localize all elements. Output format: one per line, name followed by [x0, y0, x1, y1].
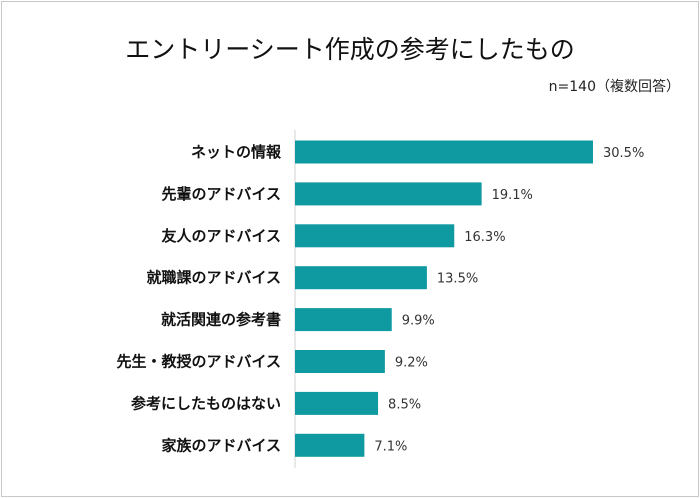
value-label: 19.1% [492, 188, 533, 203]
bar [295, 391, 379, 415]
category-label: 友人のアドバイス [161, 227, 281, 245]
value-label: 16.3% [464, 230, 505, 245]
category-label: 参考にしたものはない [131, 394, 281, 412]
value-label: 9.2% [395, 356, 428, 371]
category-label: ネットの情報 [191, 143, 282, 161]
value-label: 9.9% [402, 314, 435, 329]
category-label: 就活関連の参考書 [161, 311, 281, 329]
bar [295, 266, 427, 290]
value-label: 30.5% [603, 146, 644, 161]
value-label: 7.1% [374, 439, 407, 454]
bar [295, 350, 385, 373]
value-label: 13.5% [437, 272, 478, 287]
bar [295, 433, 365, 457]
chart-title: エントリーシート作成の参考にしたもの [125, 35, 575, 64]
category-label: 就職課のアドバイス [146, 269, 281, 287]
bar [295, 140, 593, 164]
bar [295, 224, 455, 248]
bar [295, 182, 482, 206]
sample-size-note: n=140（複数回答） [548, 79, 680, 95]
bar [295, 308, 392, 332]
category-label: 家族のアドバイス [161, 436, 281, 454]
value-label: 8.5% [388, 397, 421, 412]
category-label: 先生・教授のアドバイス [116, 353, 281, 371]
category-label: 先輩のアドバイス [161, 185, 281, 203]
